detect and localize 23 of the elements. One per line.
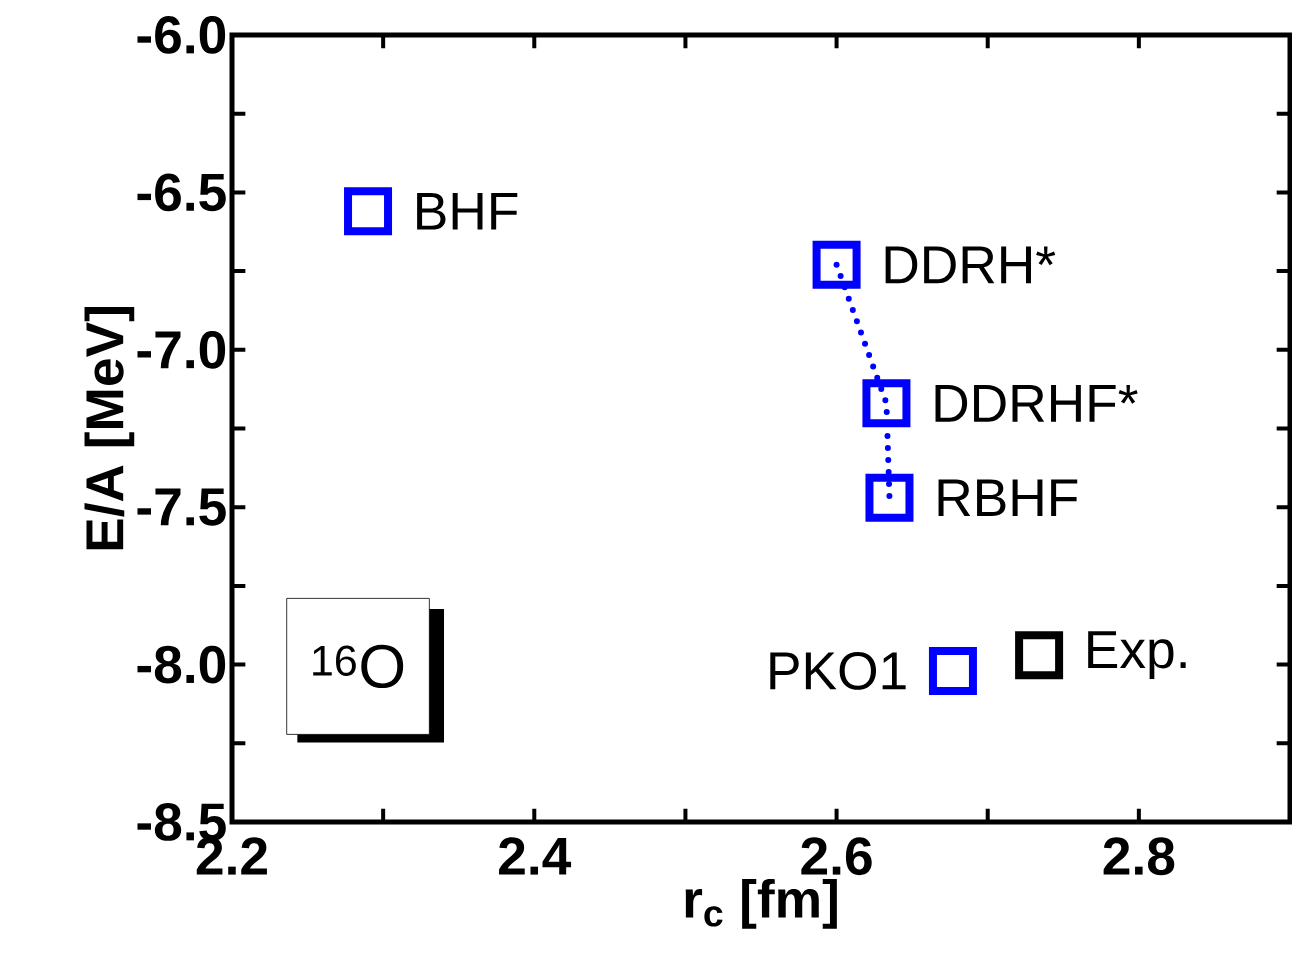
x-tick-label: 2.6 xyxy=(801,837,872,876)
y-tick-label: -7.5 xyxy=(137,488,226,526)
series-label: PKO1 xyxy=(770,652,906,690)
point xyxy=(812,240,861,289)
y-tick-label: -8.0 xyxy=(137,645,226,684)
x-tick-label: 2.8 xyxy=(1103,837,1175,876)
y-tick-label: -6.5 xyxy=(137,173,226,212)
y-tick-label: -7.0 xyxy=(137,330,226,369)
series-label: BHF xyxy=(417,192,518,230)
legend-label: Exp. xyxy=(1088,631,1186,680)
y-axis-title: E/A [MeV] xyxy=(84,307,135,550)
x-axis-title: r$_{c}$ [fm] xyxy=(685,878,837,929)
point xyxy=(928,646,977,695)
point xyxy=(862,379,911,428)
y-tick-label: -6.0 xyxy=(137,16,226,54)
point xyxy=(1015,631,1064,680)
point xyxy=(865,473,914,522)
series-label: DDRH* xyxy=(885,246,1056,284)
x-tick-label: 2.4 xyxy=(499,837,572,875)
annotation: $^{16}$O xyxy=(313,644,404,689)
series-label: RBHF xyxy=(938,479,1078,517)
point xyxy=(344,187,393,236)
series-label: DDRHF* xyxy=(935,384,1138,422)
